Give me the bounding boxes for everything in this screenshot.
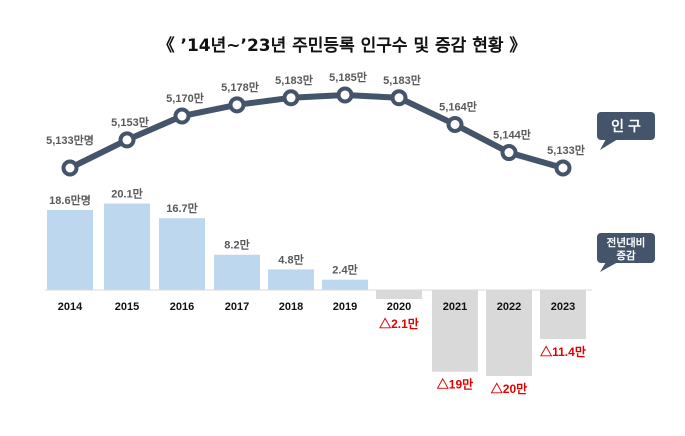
line-label: 5,133만명: [46, 133, 94, 147]
bar-label: 20.1만: [111, 187, 143, 201]
x-tick-label: 2023: [551, 301, 575, 313]
legend-population-label: 인 구: [611, 118, 641, 134]
line-point-2015: [118, 131, 136, 149]
bar-label: 16.7만: [166, 201, 198, 215]
x-tick-label: 2017: [225, 301, 249, 313]
line-label: 5,153만: [111, 115, 149, 129]
bar-2021: [432, 290, 478, 372]
legend-change-box: [597, 233, 655, 263]
bar-2023: [540, 290, 586, 340]
bar-label: 2.4만: [332, 263, 357, 277]
line-point-2017: [228, 96, 246, 114]
line-point-2022: [500, 144, 518, 162]
bar-label: 18.6만명: [49, 193, 91, 207]
population-line: [68, 91, 564, 171]
bar-label: △11.4만: [539, 344, 586, 359]
line-label: 5,133만: [547, 143, 585, 157]
legend-population: 인 구: [597, 112, 655, 150]
bar-2020: [376, 290, 422, 300]
bar-series: 18.6만명 2014 20.1만 2015 16.7만 2016 8.2만 2017 4.8만…: [47, 187, 586, 396]
bar-2019: [322, 279, 368, 290]
bar-label: 8.2만: [224, 238, 249, 252]
line-label: 5,178만: [221, 80, 259, 94]
line-point-2021: [446, 115, 464, 133]
legend-change-tail: [600, 262, 618, 272]
legend-change-label-line2: 증감: [616, 250, 636, 262]
bar-label: 4.8만: [278, 252, 303, 266]
line-label: 5,164만: [439, 99, 477, 113]
legend-population-box: [597, 112, 655, 140]
x-tick-label: 2019: [333, 301, 357, 313]
line-point-2023: [554, 159, 572, 177]
bar-2014: [47, 210, 93, 290]
line-point-2018: [282, 89, 300, 107]
line-point-2016: [173, 107, 191, 125]
line-label: 5,144만: [493, 128, 531, 142]
bar-2016: [159, 218, 205, 290]
bar-2018: [268, 269, 314, 290]
bar-2015: [104, 203, 150, 290]
line-label: 5,183만: [383, 73, 421, 87]
chart-title: 《 ’14년~’23년 주민등록 인구수 및 증감 현황 》: [158, 35, 527, 56]
legend-change: 전년대비 증감: [597, 233, 655, 272]
x-tick-label: 2015: [115, 301, 139, 313]
x-tick-label: 2020: [387, 301, 411, 313]
x-tick-label: 2021: [443, 301, 467, 313]
x-tick-label: 2014: [58, 301, 83, 313]
line-series: 5,133만명 5,153만 5,170만 5,178만 5,183만 5,185만 5,1…: [46, 70, 585, 177]
line-point-2014: [61, 159, 79, 177]
x-tick-label: 2018: [279, 301, 303, 313]
line-label: 5,170만: [166, 91, 204, 105]
x-tick-label: 2016: [170, 301, 194, 313]
x-tick-label: 2022: [497, 301, 521, 313]
line-point-2020: [390, 89, 408, 107]
bar-2022: [486, 290, 532, 376]
bar-label: △20만: [490, 381, 527, 396]
legend-change-label-line1: 전년대비: [607, 236, 646, 249]
line-label: 5,183만: [275, 73, 313, 87]
bar-2017: [214, 254, 260, 290]
bar-label: △19만: [436, 377, 473, 392]
bar-label: △2.1만: [378, 316, 419, 331]
line-label: 5,185만: [329, 70, 367, 84]
legend-population-tail: [600, 139, 618, 150]
line-point-2019: [336, 86, 354, 104]
